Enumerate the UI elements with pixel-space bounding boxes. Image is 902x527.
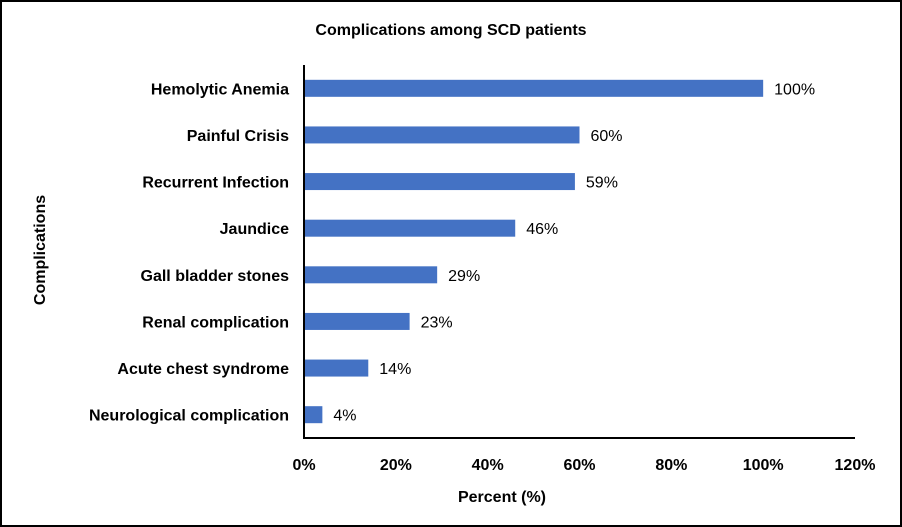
category-label: Hemolytic Anemia xyxy=(151,81,289,98)
x-tick-label: 120% xyxy=(835,457,876,474)
x-tick-label: 0% xyxy=(292,457,315,474)
data-label: 100% xyxy=(774,81,815,98)
chart-title: Complications among SCD patients xyxy=(315,22,586,39)
data-label: 4% xyxy=(333,408,356,425)
bar-hemolytic-anemia xyxy=(305,79,764,97)
x-tick-label: 80% xyxy=(655,457,687,474)
category-label: Neurological complication xyxy=(89,408,289,425)
bar-recurrent-infection xyxy=(305,173,575,191)
category-label: Painful Crisis xyxy=(187,128,289,145)
data-labels: 100% 60% 59% 46% 29% 23% 14% 4% xyxy=(333,81,815,424)
bar-gall-bladder-stones xyxy=(305,266,438,284)
category-label: Gall bladder stones xyxy=(141,268,290,285)
data-label: 14% xyxy=(379,361,411,378)
category-labels: Hemolytic Anemia Painful Crisis Recurrent … xyxy=(89,81,289,424)
x-tick-label: 100% xyxy=(743,457,784,474)
bar-painful-crisis xyxy=(305,126,580,144)
category-label: Acute chest syndrome xyxy=(117,361,289,378)
data-label: 59% xyxy=(586,175,618,192)
bar-renal-complication xyxy=(305,312,410,330)
x-tick-label: 20% xyxy=(380,457,412,474)
data-label: 60% xyxy=(591,128,623,145)
y-axis-title: Complications xyxy=(32,195,49,305)
x-axis-title: Percent (%) xyxy=(458,489,546,506)
x-tick-label: 40% xyxy=(472,457,504,474)
x-tick-labels: 0% 20% 40% 60% 80% 100% 120% xyxy=(292,457,875,474)
bar-neurological-complication xyxy=(305,406,323,424)
x-tick-label: 60% xyxy=(563,457,595,474)
data-label: 46% xyxy=(526,221,558,238)
bar-jaundice xyxy=(305,219,516,237)
data-label: 29% xyxy=(448,268,480,285)
category-label: Recurrent Infection xyxy=(142,175,289,192)
category-label: Jaundice xyxy=(220,221,289,238)
category-label: Renal complication xyxy=(142,314,289,331)
bars-group xyxy=(305,79,764,424)
bar-acute-chest-syndrome xyxy=(305,359,369,377)
data-label: 23% xyxy=(421,314,453,331)
